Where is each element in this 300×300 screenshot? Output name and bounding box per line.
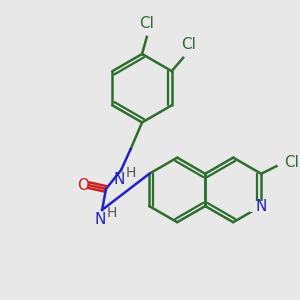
Text: H: H bbox=[125, 166, 136, 180]
Text: H: H bbox=[106, 206, 117, 220]
Text: Cl: Cl bbox=[182, 37, 196, 52]
Text: N: N bbox=[94, 212, 106, 227]
Text: N: N bbox=[256, 199, 267, 214]
Text: O: O bbox=[77, 178, 89, 193]
Text: Cl: Cl bbox=[140, 16, 154, 31]
Text: Cl: Cl bbox=[284, 155, 299, 170]
Text: N: N bbox=[114, 172, 125, 187]
